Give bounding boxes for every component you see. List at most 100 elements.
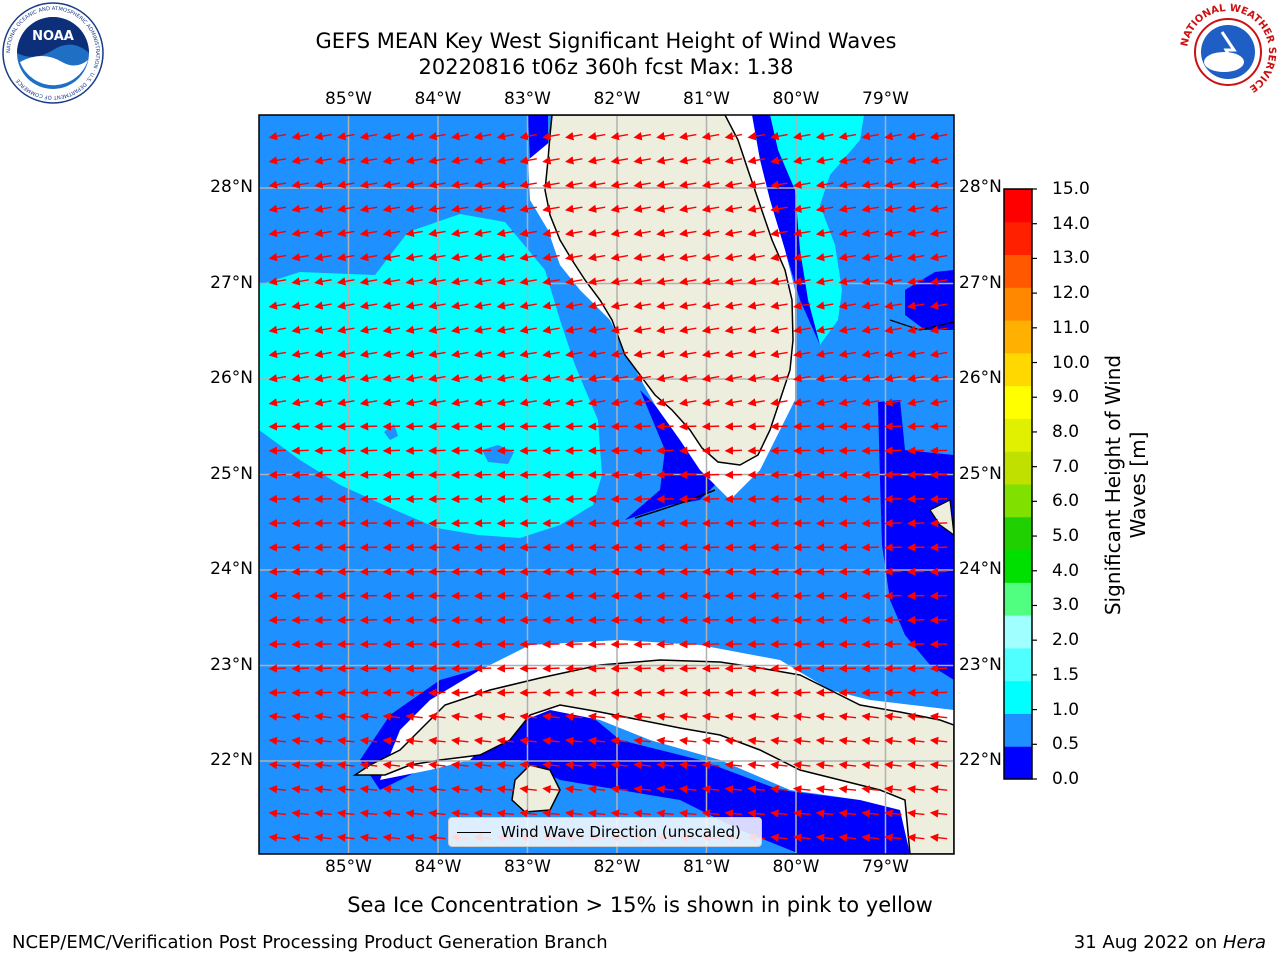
wave-direction-arrow [633, 132, 651, 141]
wave-direction-arrow [382, 736, 401, 746]
wave-direction-arrow [314, 446, 332, 455]
wave-direction-arrow [405, 277, 423, 286]
wave-direction-arrow [907, 664, 925, 673]
wave-direction-arrow [884, 301, 902, 310]
wave-direction-arrow [587, 494, 606, 504]
wave-direction-arrow [428, 615, 446, 625]
wave-direction-arrow [884, 374, 902, 383]
wave-direction-arrow [519, 253, 537, 262]
wave-direction-arrow [337, 349, 355, 359]
wave-direction-arrow [268, 615, 287, 625]
wave-direction-arrow [793, 156, 811, 165]
wave-direction-arrow [587, 591, 606, 601]
wave-direction-arrow [747, 760, 765, 770]
wave-direction-arrow [268, 494, 287, 504]
wave-direction-arrow [884, 228, 902, 238]
wave-direction-arrow [519, 567, 537, 576]
wave-direction-arrow [838, 349, 857, 359]
wave-direction-arrow [861, 591, 879, 601]
wave-direction-arrow [405, 180, 423, 189]
wave-direction-arrow [405, 664, 423, 673]
wave-direction-arrow [884, 760, 902, 770]
wave-direction-arrow [428, 156, 446, 165]
wave-direction-arrow [519, 664, 537, 673]
wave-direction-arrow [382, 615, 401, 625]
wave-direction-arrow [268, 785, 287, 794]
wave-direction-arrow [724, 156, 743, 165]
wave-direction-arrow [314, 543, 332, 552]
colorbar-segment [1004, 385, 1032, 419]
wave-direction-arrow [907, 591, 925, 601]
wave-direction-arrow [428, 228, 446, 238]
wave-direction-arrow [701, 809, 720, 818]
wave-direction-arrow [382, 156, 401, 165]
wave-direction-arrow [268, 349, 287, 359]
wave-direction-arrow [337, 688, 355, 697]
wave-direction-arrow [314, 567, 332, 576]
wave-direction-arrow [861, 785, 879, 794]
wave-direction-arrow [861, 760, 879, 770]
wave-direction-arrow [314, 664, 332, 673]
wave-direction-arrow [428, 833, 446, 842]
wave-direction-arrow [610, 253, 629, 262]
wave-direction-arrow [793, 301, 811, 310]
wave-direction-arrow [724, 591, 743, 601]
wave-direction-arrow [815, 615, 834, 625]
wave-direction-arrow [405, 591, 423, 601]
wave-direction-arrow [542, 446, 560, 455]
wave-direction-arrow [337, 591, 355, 601]
wave-direction-arrow [359, 688, 378, 697]
wave-direction-arrow [405, 519, 423, 528]
wave-direction-arrow [565, 301, 583, 310]
wave-direction-arrow [428, 398, 446, 407]
wave-direction-arrow [337, 301, 355, 310]
wave-direction-arrow [793, 349, 811, 359]
wave-direction-arrow [679, 470, 697, 480]
wave-direction-arrow [907, 688, 925, 697]
wave-direction-arrow [747, 543, 765, 552]
wave-direction-arrow [587, 398, 606, 407]
wave-direction-arrow [359, 591, 378, 601]
wave-direction-arrow [337, 470, 355, 480]
wave-direction-arrow [633, 446, 651, 455]
wave-direction-arrow [496, 349, 515, 359]
lat-tick-label-left: 28°N [210, 177, 253, 197]
wave-direction-arrow [519, 156, 537, 165]
wave-direction-arrow [770, 615, 788, 625]
wave-direction-arrow [587, 132, 606, 141]
footer-date: 31 Aug 2022 on [1073, 932, 1223, 953]
wave-direction-arrow [473, 349, 492, 359]
wave-direction-arrow [724, 494, 743, 504]
wave-direction-arrow [587, 712, 606, 721]
wave-direction-arrow [291, 422, 309, 431]
wave-direction-arrow [679, 228, 697, 238]
wave-direction-arrow [337, 446, 355, 455]
wave-direction-arrow [747, 567, 765, 576]
wave-direction-arrow [337, 228, 355, 238]
lat-tick-label-right: 22°N [959, 750, 1002, 770]
wave-direction-arrow [815, 325, 834, 334]
wave-direction-arrow [542, 422, 560, 431]
wave-direction-arrow [451, 615, 469, 625]
noaa-logo: NOAA NATIONAL OCEANIC AND ATMOSPHERIC AD… [2, 2, 104, 104]
wave-direction-arrow [679, 567, 697, 576]
wave-direction-arrow [679, 494, 697, 504]
colorbar-tick-label: 15.0 [1052, 179, 1090, 199]
wave-direction-arrow [291, 301, 309, 310]
wave-direction-arrow [656, 349, 674, 359]
wave-direction-arrow [451, 785, 469, 794]
wave-direction-arrow [679, 640, 697, 649]
wave-direction-arrow [565, 567, 583, 576]
wave-direction-arrow [610, 156, 629, 165]
wave-direction-arrow [610, 132, 629, 141]
wave-direction-arrow [587, 736, 606, 746]
footer-right: 31 Aug 2022 on Hera [1074, 932, 1266, 954]
wave-direction-arrow [268, 712, 287, 721]
wave-direction-arrow [428, 277, 446, 286]
colorbar-tick-label: 7.0 [1052, 456, 1080, 477]
wave-direction-arrow [747, 640, 765, 649]
wave-direction-arrow [838, 785, 857, 794]
wave-direction-arrow [405, 398, 423, 407]
wave-direction-arrow [359, 422, 378, 431]
wave-direction-arrow [359, 204, 378, 213]
